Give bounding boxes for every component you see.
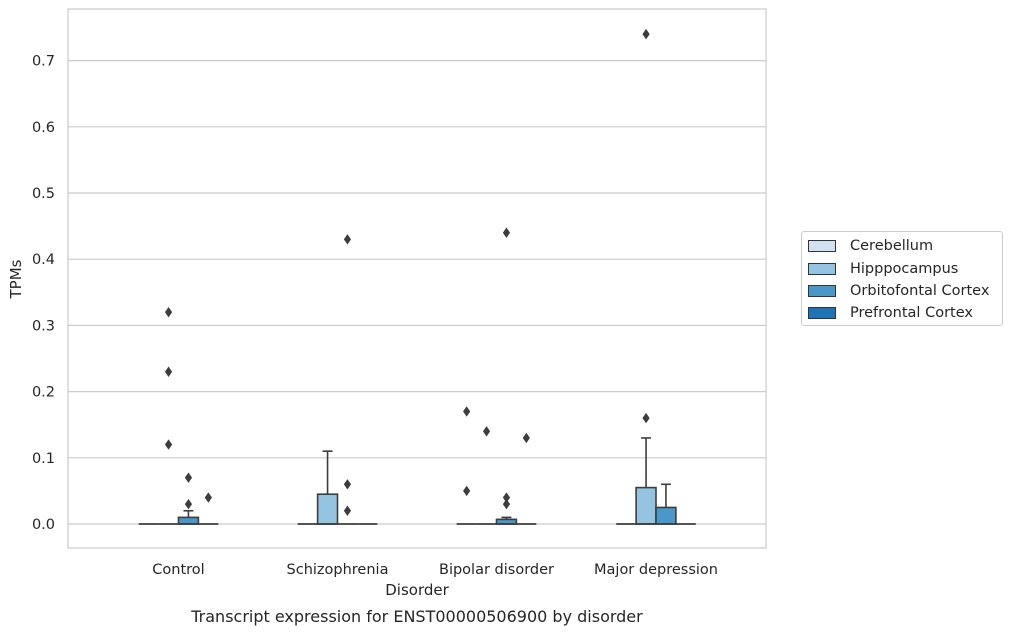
legend-label: Cerebellum [850, 238, 934, 254]
legend-item-orbitofrontal-cortex: Orbitofontal Cortex [808, 282, 989, 300]
outlier-point [343, 505, 352, 516]
box-rect [316, 493, 339, 525]
legend-item-cerebellum: Cerebellum [808, 237, 933, 255]
outlier-point [463, 485, 471, 497]
outlier-point [642, 28, 650, 40]
outlier-point [164, 306, 173, 318]
outlier-point [184, 498, 193, 510]
outlier-point [482, 426, 491, 437]
legend: Cerebellum Hipppocampus Orbitofontal Cor… [801, 231, 1003, 326]
legend-swatch [808, 263, 836, 275]
y-tick-label: 0.4 [32, 252, 55, 268]
y-tick-label: 0.3 [32, 318, 55, 334]
box-groups [138, 28, 696, 525]
legend-label: Orbitofontal Cortex [850, 283, 990, 299]
outlier-point [502, 227, 511, 238]
outlier-point [502, 492, 511, 503]
x-axis-label: Disorder [385, 581, 449, 599]
y-tick-label: 0.1 [32, 451, 55, 467]
x-tick-label: Schizophrenia [287, 562, 389, 578]
outlier-point [522, 432, 530, 444]
y-tick-label: 0.0 [32, 517, 55, 533]
outlier-point [164, 439, 173, 450]
outlier-point [463, 406, 471, 417]
box-group [456, 227, 537, 525]
x-tick-label: Bipolar disorder [439, 562, 554, 578]
y-axis-label: TPMs [7, 259, 25, 299]
box-group [616, 28, 696, 525]
x-tick-label: Control [152, 562, 204, 578]
outlier-point [642, 412, 650, 424]
y-tick-label: 0.2 [32, 385, 55, 401]
legend-label: Prefrontal Cortex [850, 305, 973, 321]
box-rect [177, 516, 200, 525]
plot-frame [67, 8, 767, 549]
x-tick-labels: Control Schizophrenia Bipolar disorder Majo… [152, 562, 718, 578]
box-rect [655, 506, 677, 525]
y-tick-label: 0.5 [32, 186, 55, 202]
y-tick-label: 0.6 [32, 120, 55, 136]
legend-label: Hipppocampus [850, 261, 959, 277]
legend-swatch [808, 307, 836, 319]
outlier-point [502, 498, 511, 510]
legend-item-prefrontal-cortex: Prefrontal Cortex [808, 304, 973, 322]
x-tick-label: Major depression [594, 562, 718, 578]
outlier-point [184, 472, 193, 483]
box-group [297, 234, 378, 525]
y-tick-label: 0.7 [32, 54, 55, 70]
y-tick-labels: 0.0 0.1 0.2 0.3 0.4 0.5 0.6 0.7 [32, 54, 55, 533]
outlier-point [343, 234, 352, 245]
legend-item-hippocampus: Hipppocampus [808, 260, 958, 278]
chart-caption: Transcript expression for ENST0000050690… [190, 607, 643, 626]
legend-swatch [808, 240, 836, 252]
outlier-point [343, 479, 352, 490]
legend-swatch [808, 285, 836, 297]
outlier-point [204, 492, 212, 503]
gridlines [68, 59, 766, 525]
outlier-point [164, 366, 173, 377]
box-rect [635, 486, 657, 525]
box-group [138, 306, 219, 525]
